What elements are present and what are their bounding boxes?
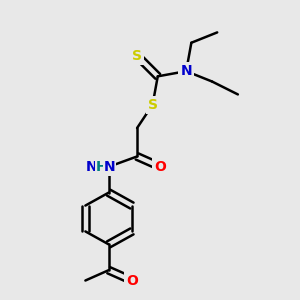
Text: S: S xyxy=(132,49,142,63)
Text: O: O xyxy=(154,160,166,174)
Text: N: N xyxy=(103,160,115,174)
Text: O: O xyxy=(126,274,138,287)
Text: NH: NH xyxy=(85,160,109,174)
Text: N: N xyxy=(180,64,192,78)
Text: H: H xyxy=(96,160,107,174)
Text: S: S xyxy=(148,98,158,112)
